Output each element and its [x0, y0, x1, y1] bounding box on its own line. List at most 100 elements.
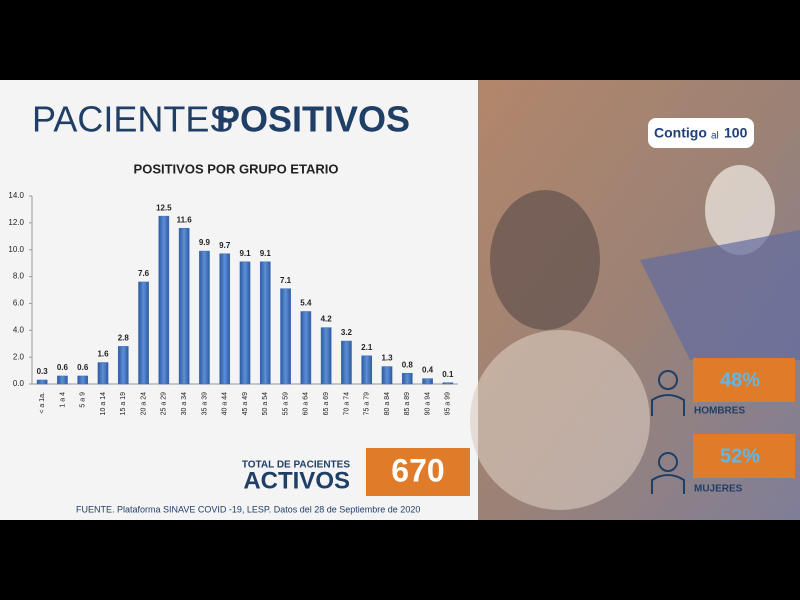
- x-tick-label: 60 a 64: [303, 392, 310, 415]
- value-label: 7.6: [138, 269, 150, 278]
- title-light: PACIENTES: [32, 99, 233, 140]
- value-label: 2.1: [361, 343, 373, 352]
- value-label: 9.1: [239, 249, 251, 258]
- bar: [259, 261, 271, 385]
- value-label: 0.1: [442, 370, 454, 379]
- bar: [442, 382, 454, 385]
- y-tick-label: 10.0: [8, 245, 24, 254]
- value-label: 2.8: [118, 334, 130, 343]
- bar: [77, 375, 89, 385]
- x-tick-label: 50 a 54: [262, 392, 269, 415]
- x-tick-label: 65 a 69: [323, 392, 330, 415]
- bar: [36, 379, 48, 385]
- y-tick-label: 2.0: [13, 352, 25, 361]
- x-tick-label: 45 a 49: [242, 392, 249, 415]
- stat-label: MUJERES: [694, 484, 743, 495]
- value-label: 0.6: [77, 363, 89, 372]
- x-tick-label: 95 a 99: [445, 392, 452, 415]
- x-tick-label: 75 a 79: [364, 392, 371, 415]
- stat-men: 48% HOMBRES: [651, 358, 795, 417]
- logo-word: Contigo: [654, 125, 707, 141]
- y-tick-label: 6.0: [13, 299, 25, 308]
- bar: [97, 362, 109, 385]
- man-icon: [658, 370, 678, 390]
- x-tick-label: 25 a 29: [161, 392, 168, 415]
- bar: [239, 261, 251, 385]
- y-tick-label: 12.0: [8, 218, 24, 227]
- total-label: TOTAL DE PACIENTES: [242, 460, 350, 471]
- bar: [361, 355, 373, 385]
- bar: [158, 215, 170, 385]
- value-label: 0.3: [37, 367, 49, 376]
- x-tick-label: 40 a 44: [222, 392, 229, 415]
- value-label: 11.6: [177, 215, 193, 224]
- bar: [57, 375, 68, 385]
- value-label: 9.1: [260, 249, 272, 258]
- logo-number: 100: [724, 125, 748, 141]
- x-tick-label: 5 a 9: [80, 392, 87, 408]
- value-label: 0.6: [57, 363, 69, 372]
- bar: [381, 366, 393, 385]
- bar: [341, 340, 352, 385]
- bar: [320, 327, 332, 385]
- logo-box: [648, 118, 754, 148]
- total-label: ACTIVOS: [243, 467, 350, 494]
- bar: [300, 311, 312, 385]
- value-label: 9.9: [199, 238, 211, 247]
- value-label: 0.4: [422, 366, 434, 375]
- value-label: 4.2: [321, 315, 333, 324]
- value-label: 1.3: [381, 354, 393, 363]
- value-label: 9.7: [219, 241, 231, 250]
- x-tick-label: 30 a 34: [181, 392, 188, 415]
- stat-label: HOMBRES: [694, 406, 745, 417]
- x-tick-label: 70 a 74: [343, 392, 350, 415]
- value-label: 7.1: [280, 276, 292, 285]
- stat-box: [693, 358, 795, 402]
- x-tick-label: 1 a 4: [59, 392, 66, 408]
- chart-title: POSITIVOS POR GRUPO ETARIO: [134, 161, 339, 176]
- stat-box: [693, 434, 795, 478]
- x-tick-label: 85 a 89: [404, 392, 411, 415]
- bar: [117, 346, 129, 385]
- woman-icon: [658, 452, 678, 472]
- photo-figure: [640, 230, 800, 360]
- photo-figure: [705, 165, 775, 255]
- x-tick-label: 35 a 39: [201, 392, 208, 415]
- bar: [280, 288, 291, 385]
- value-label: 1.6: [97, 350, 109, 359]
- woman-icon: [651, 474, 685, 494]
- x-tick-label: 55 a 59: [282, 392, 289, 415]
- bar: [219, 253, 231, 385]
- y-tick-label: 8.0: [13, 272, 25, 281]
- value-label: 12.5: [156, 203, 172, 212]
- bar: [178, 227, 190, 385]
- value-label: 0.8: [402, 360, 414, 369]
- stat-value: 52%: [720, 445, 760, 467]
- bar: [199, 250, 210, 385]
- value-label: 3.2: [341, 328, 353, 337]
- x-tick-label: 80 a 84: [384, 392, 391, 415]
- x-tick-label: 10 a 14: [100, 392, 107, 415]
- x-tick-label: < a 1a.: [39, 392, 46, 414]
- total-box: [366, 448, 470, 496]
- y-tick-label: 0.0: [13, 379, 25, 388]
- bar: [138, 281, 149, 385]
- total-value: 670: [391, 452, 444, 488]
- title-bold: POSITIVOS: [216, 99, 410, 140]
- bar: [401, 373, 413, 385]
- bar-chart: 0.0 2.0 4.0 6.0 8.0 10.0 12.0 14.0 < a 1a. 0.3 1 a…: [8, 191, 458, 415]
- x-tick-label: 15 a 19: [120, 392, 127, 415]
- photo-figure: [490, 190, 600, 330]
- footer: FUENTE. Plataforma SINAVE COVID -19, LES…: [76, 504, 420, 514]
- logo: Contigo al 100: [648, 118, 754, 148]
- stat-women: 52% MUJERES: [651, 434, 795, 495]
- value-label: 5.4: [300, 299, 312, 308]
- x-tick-label: 20 a 24: [140, 392, 147, 415]
- photo-figure: [470, 330, 650, 510]
- man-icon: [651, 394, 685, 416]
- y-tick-label: 14.0: [8, 191, 24, 200]
- stat-value: 48%: [720, 369, 760, 391]
- bar: [422, 378, 433, 385]
